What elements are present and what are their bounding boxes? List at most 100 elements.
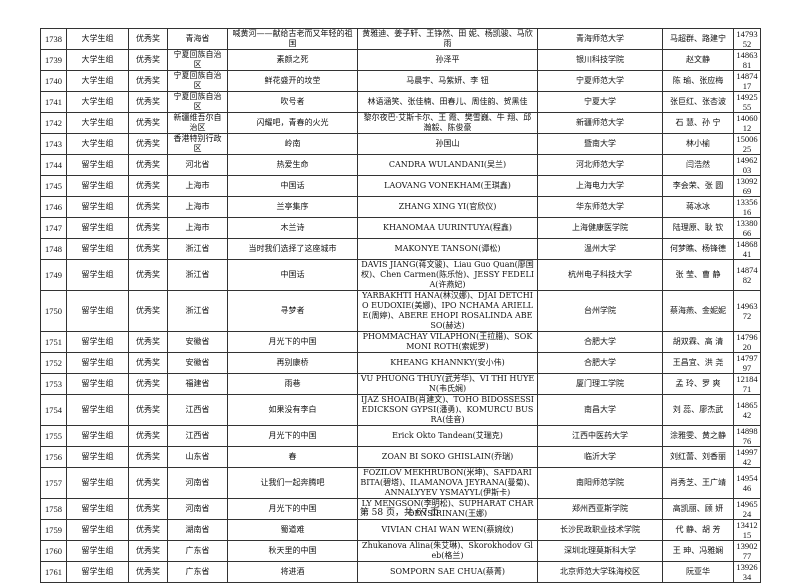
- school: 合肥大学: [537, 352, 663, 374]
- school: 温州大学: [537, 238, 663, 260]
- province: 广东省: [167, 561, 228, 583]
- page-footer: 第 58 页，共 67 页: [359, 508, 440, 518]
- school: 宁夏大学: [537, 91, 663, 113]
- school: 长沙民政职业技术学院: [537, 519, 663, 541]
- group: 留学生组: [66, 467, 129, 499]
- work-title: 月光下的中国: [227, 425, 358, 447]
- advisors: 马超群、路建宁: [662, 28, 734, 50]
- advisors: 石 慧、孙 宁: [662, 112, 734, 134]
- group: 大学生组: [66, 28, 129, 50]
- advisors: 林小榆: [662, 133, 734, 155]
- code: 1479620: [733, 331, 761, 353]
- advisors: 孟 玲、罗 爽: [662, 373, 734, 395]
- advisors: 赵文静: [662, 49, 734, 71]
- province: 河南省: [167, 467, 228, 499]
- award: 优秀奖: [128, 373, 168, 395]
- work-title: 闪耀吧，青春的火光: [227, 112, 358, 134]
- advisors: 闫浩然: [662, 154, 734, 176]
- advisors: 王 珅、冯雅娴: [662, 540, 734, 562]
- code: 1392634: [733, 561, 761, 583]
- advisors: 阮亚华: [662, 561, 734, 583]
- work-title: 中国话: [227, 175, 358, 197]
- province: 宁夏回族自治区: [167, 91, 228, 113]
- advisors: 刘红蕾、刘香丽: [662, 446, 734, 468]
- group: 大学生组: [66, 70, 129, 92]
- table-row: 1753 留学生组 优秀奖 福建省 雨巷 VU PHUONG THUY(武芳华)、VI T…: [40, 373, 761, 395]
- work-title: 春: [227, 446, 358, 468]
- performers: KHEANG KHANNKY(安小伟): [357, 352, 538, 374]
- province: 山东省: [167, 446, 228, 468]
- page: {"table":{"rows":[ ["1738","大学生组","优秀奖",…: [40, 28, 761, 583]
- work-title: 雨巷: [227, 373, 358, 395]
- entry-id: 1748: [40, 238, 67, 260]
- advisors: 代 静、胡 芳: [662, 519, 734, 541]
- province: 浙江省: [167, 290, 228, 332]
- group: 留学生组: [66, 446, 129, 468]
- table-row: 1740 大学生组 优秀奖 宁夏回族自治区 鲜花盛开的坟茔 马晨宇、马紫妍、李 钮宁夏师范…: [40, 70, 761, 92]
- group: 留学生组: [66, 519, 129, 541]
- award: 优秀奖: [128, 196, 168, 218]
- table-row: 1750 留学生组 优秀奖 浙江省 寻梦者 YARBAKHTI HANA(林汉娜)、DJA…: [40, 290, 761, 332]
- table-row: 1751 留学生组 优秀奖 安徽省 月光下的中国 PHOMMACHAY VILAPHON(…: [40, 331, 761, 353]
- work-title: 当时我们选择了这座城市: [227, 238, 358, 260]
- group: 大学生组: [66, 133, 129, 155]
- entry-id: 1742: [40, 112, 67, 134]
- work-title: 再别康桥: [227, 352, 358, 374]
- advisors: 王昌宜、洪 尧: [662, 352, 734, 374]
- table-row: 1741 大学生组 优秀奖 宁夏回族自治区 吹号者 林语涵笑、张佳楠、田春儿、周佳韵、贺黑…: [40, 91, 761, 113]
- group: 留学生组: [66, 540, 129, 562]
- table-row: 1747 留学生组 优秀奖 上海市 木兰诗 KHANOMAA UURINTUYA(程鑫) 上…: [40, 217, 761, 239]
- code: 1218471: [733, 373, 761, 395]
- work-title: 将进酒: [227, 561, 358, 583]
- province: 湖南省: [167, 519, 228, 541]
- award: 优秀奖: [128, 290, 168, 332]
- school: 青海师范大学: [537, 28, 663, 50]
- performers: MAKONYE TANSON(谭松): [357, 238, 538, 260]
- performers: 黎尔夜巴·艾斯卡尔、王 霞、樊雪巍、牛 翔、邱瀚毅、陈俊豪: [357, 112, 538, 134]
- performers: 孙泽平: [357, 49, 538, 71]
- performers: ZHANG XING YI(官欣仪): [357, 196, 538, 218]
- code: 1499742: [733, 446, 761, 468]
- group: 留学生组: [66, 290, 129, 332]
- advisors: 张 莹、曹 静: [662, 259, 734, 291]
- advisors: 蒋冰冰: [662, 196, 734, 218]
- group: 留学生组: [66, 373, 129, 395]
- performers: YARBAKHTI HANA(林汉娜)、DJAI DETCHIO EUDOXIE…: [357, 290, 538, 332]
- entry-id: 1750: [40, 290, 67, 332]
- advisors: 刘 蕊、廖杰武: [662, 394, 734, 426]
- province: 宁夏回族自治区: [167, 70, 228, 92]
- award: 优秀奖: [128, 133, 168, 155]
- school: 杭州电子科技大学: [537, 259, 663, 291]
- performers: 林语涵笑、张佳楠、田春儿、周佳韵、贺黑佳: [357, 91, 538, 113]
- entry-id: 1746: [40, 196, 67, 218]
- award: 优秀奖: [128, 519, 168, 541]
- advisors: 李会荣、张 圆: [662, 175, 734, 197]
- award: 优秀奖: [128, 112, 168, 134]
- table-row: 1749 留学生组 优秀奖 浙江省 中国话 DAVIS JIANG(蒋文骏)、Liau G…: [40, 259, 761, 291]
- code: 1495446: [733, 467, 761, 499]
- province: 河北省: [167, 154, 228, 176]
- table-row: 1760 留学生组 优秀奖 广东省 秋天里的中国 Zhukanova Alina(朱艾琳)…: [40, 540, 761, 562]
- award: 优秀奖: [128, 394, 168, 426]
- performers: PHOMMACHAY VILAPHON(王拉腊)、SOK MONI ROTH(索…: [357, 331, 538, 353]
- school: 合肥大学: [537, 331, 663, 353]
- school: 南昌大学: [537, 394, 663, 426]
- performers: ZOAN BI SOKO GHISLAIN(乔瑞): [357, 446, 538, 468]
- province: 安徽省: [167, 331, 228, 353]
- code: 1492555: [733, 91, 761, 113]
- award: 优秀奖: [128, 154, 168, 176]
- work-title: 木兰诗: [227, 217, 358, 239]
- group: 留学生组: [66, 238, 129, 260]
- school: 暨南大学: [537, 133, 663, 155]
- province: 浙江省: [167, 259, 228, 291]
- code: 1486381: [733, 49, 761, 71]
- award: 优秀奖: [128, 446, 168, 468]
- award: 优秀奖: [128, 467, 168, 499]
- entry-id: 1741: [40, 91, 67, 113]
- award: 优秀奖: [128, 238, 168, 260]
- code: 1496203: [733, 154, 761, 176]
- province: 江西省: [167, 425, 228, 447]
- work-title: 吹号者: [227, 91, 358, 113]
- table-row: 1739 大学生组 优秀奖 宁夏回族自治区 素颜之死 孙泽平 银川科技学院 赵文静 148638…: [40, 49, 761, 71]
- advisors: 肖秀芝、王广靖: [662, 467, 734, 499]
